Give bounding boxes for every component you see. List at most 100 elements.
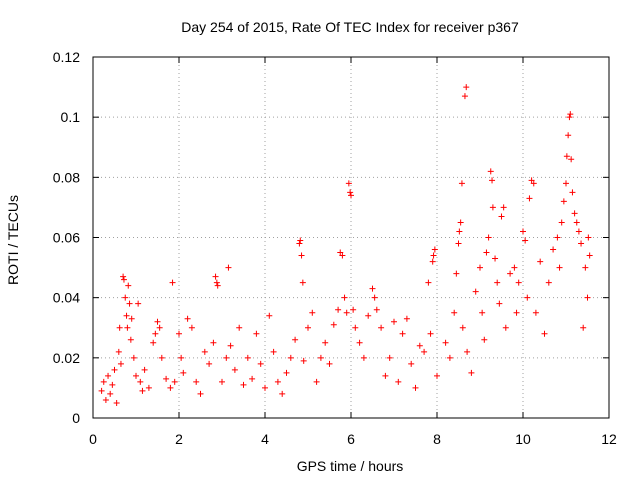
data-point xyxy=(461,93,468,100)
axis-ticks: 0 2 4 6 8 10 12 0 0.02 0.04 0.06 0.08 0.1 0.12 xyxy=(53,49,617,447)
data-point xyxy=(556,264,563,271)
data-point xyxy=(317,354,324,361)
x-tick-label: 6 xyxy=(347,431,355,447)
data-point xyxy=(530,180,537,187)
x-tick-label: 12 xyxy=(601,431,617,447)
data-point xyxy=(98,387,105,394)
data-point xyxy=(240,381,247,388)
data-point xyxy=(541,330,548,337)
data-point xyxy=(270,348,277,355)
data-point xyxy=(322,339,329,346)
data-point xyxy=(522,237,529,244)
data-point xyxy=(455,240,462,247)
data-point xyxy=(130,354,137,361)
data-point xyxy=(178,354,185,361)
data-point xyxy=(158,354,165,361)
data-point xyxy=(125,282,132,289)
data-point xyxy=(299,279,306,286)
data-point xyxy=(107,390,114,397)
x-axis-label: GPS time / hours xyxy=(297,458,404,474)
data-point xyxy=(236,324,243,331)
data-point xyxy=(298,252,305,259)
data-point xyxy=(111,366,118,373)
data-point xyxy=(457,219,464,226)
data-point xyxy=(116,324,123,331)
data-point xyxy=(141,366,148,373)
data-point xyxy=(167,384,174,391)
data-point xyxy=(305,324,311,331)
data-point xyxy=(365,312,372,319)
data-point xyxy=(369,285,376,292)
data-point xyxy=(352,324,359,331)
data-point xyxy=(580,324,587,331)
data-point xyxy=(502,324,509,331)
data-point xyxy=(219,378,225,385)
data-point xyxy=(567,111,574,118)
data-point xyxy=(408,360,415,367)
data-point xyxy=(249,375,256,382)
data-point xyxy=(487,168,494,175)
grid xyxy=(93,57,609,418)
data-point xyxy=(117,360,124,367)
data-point xyxy=(345,180,352,187)
data-point xyxy=(560,198,567,205)
data-point xyxy=(489,177,496,184)
data-point xyxy=(231,366,238,373)
y-tick-label: 0 xyxy=(72,410,80,426)
y-tick-label: 0.06 xyxy=(53,230,80,246)
data-point xyxy=(378,324,385,331)
data-point xyxy=(279,390,286,397)
data-point xyxy=(120,276,127,283)
y-tick-label: 0.08 xyxy=(53,169,80,185)
data-point xyxy=(309,309,316,316)
data-point xyxy=(483,249,490,256)
data-point xyxy=(163,375,170,382)
data-point xyxy=(223,354,230,361)
data-point xyxy=(451,309,458,316)
data-point xyxy=(545,279,552,286)
data-point xyxy=(520,228,526,235)
data-point xyxy=(126,300,133,307)
data-point xyxy=(109,381,116,388)
data-point xyxy=(193,378,200,385)
data-point xyxy=(492,255,499,262)
data-point xyxy=(496,300,503,307)
data-point xyxy=(139,387,146,394)
data-point xyxy=(500,204,507,211)
data-point xyxy=(485,234,492,241)
data-point xyxy=(515,279,522,286)
data-point xyxy=(573,219,580,226)
data-point xyxy=(528,177,535,184)
data-point xyxy=(326,360,333,367)
data-point xyxy=(425,279,432,286)
data-point xyxy=(446,354,453,361)
data-point xyxy=(206,360,213,367)
data-point xyxy=(434,372,440,379)
data-point xyxy=(386,354,393,361)
data-point xyxy=(585,234,592,241)
data-point xyxy=(171,378,178,385)
data-point xyxy=(227,342,234,349)
y-tick-label: 0.12 xyxy=(53,49,80,65)
data-point xyxy=(341,294,348,301)
data-point xyxy=(135,300,142,307)
data-point xyxy=(274,378,281,385)
data-point xyxy=(287,354,294,361)
data-point xyxy=(507,270,514,277)
data-point xyxy=(244,354,251,361)
data-point xyxy=(586,252,593,259)
data-point xyxy=(348,192,354,199)
data-point xyxy=(395,378,402,385)
data-point xyxy=(102,396,109,403)
data-point xyxy=(575,228,582,235)
data-point xyxy=(442,339,449,346)
data-point xyxy=(569,189,576,196)
data-point xyxy=(124,324,131,331)
data-point xyxy=(578,240,585,247)
data-point xyxy=(479,309,486,316)
y-axis-label: ROTI / TECUs xyxy=(5,195,21,285)
data-point xyxy=(283,369,290,376)
data-point xyxy=(169,279,176,286)
data-point xyxy=(550,246,557,253)
